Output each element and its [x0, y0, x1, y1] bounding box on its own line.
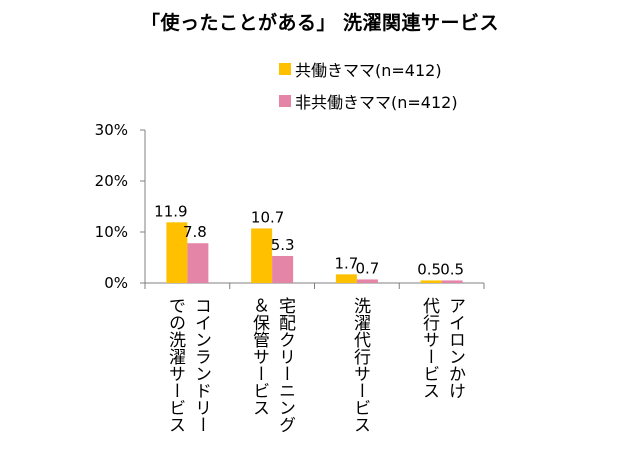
- data-label: 0.5: [440, 260, 464, 278]
- bar: [272, 255, 294, 283]
- legend-swatch-working-moms: [279, 63, 291, 75]
- bar: [356, 279, 378, 283]
- y-tick-label: 0%: [104, 274, 128, 292]
- data-label: 0.5: [417, 260, 441, 278]
- legend-label-non-working-moms: 非共働きママ(n=412): [295, 93, 458, 112]
- y-tick-label: 30%: [95, 121, 128, 139]
- data-label: 5.3: [271, 236, 295, 254]
- bar: [166, 222, 188, 283]
- bar: [441, 280, 463, 283]
- data-label: 0.7: [355, 259, 379, 277]
- bar: [187, 243, 209, 283]
- category-label-delivery-cleaning: 宅配クリーニング ＆保管サービス: [249, 297, 295, 433]
- y-tick-label: 20%: [95, 172, 128, 190]
- data-label: 11.9: [154, 202, 187, 220]
- data-label: 7.8: [183, 223, 207, 241]
- data-label: 1.7: [334, 254, 358, 272]
- chart-title: 「使ったことがある」 洗濯関連サービス: [140, 12, 500, 34]
- legend-label-working-moms: 共働きママ(n=412): [295, 61, 442, 80]
- category-label-laundry-agency: 洗濯代行サービス: [350, 297, 370, 433]
- legend-swatch-non-working-moms: [279, 95, 291, 107]
- legend-item-working-moms: 共働きママ(n=412): [279, 60, 442, 80]
- bar: [420, 280, 442, 283]
- y-tick-label: 10%: [95, 223, 128, 241]
- data-label: 10.7: [251, 208, 284, 226]
- category-label-ironing-agency: アイロンかけ 代行サービス: [419, 297, 465, 399]
- bar: [251, 228, 273, 283]
- bar: [335, 274, 357, 283]
- legend-item-non-working-moms: 非共働きママ(n=412): [279, 92, 458, 112]
- category-label-coin-laundry: コインランドリー での洗濯サービス: [165, 297, 211, 433]
